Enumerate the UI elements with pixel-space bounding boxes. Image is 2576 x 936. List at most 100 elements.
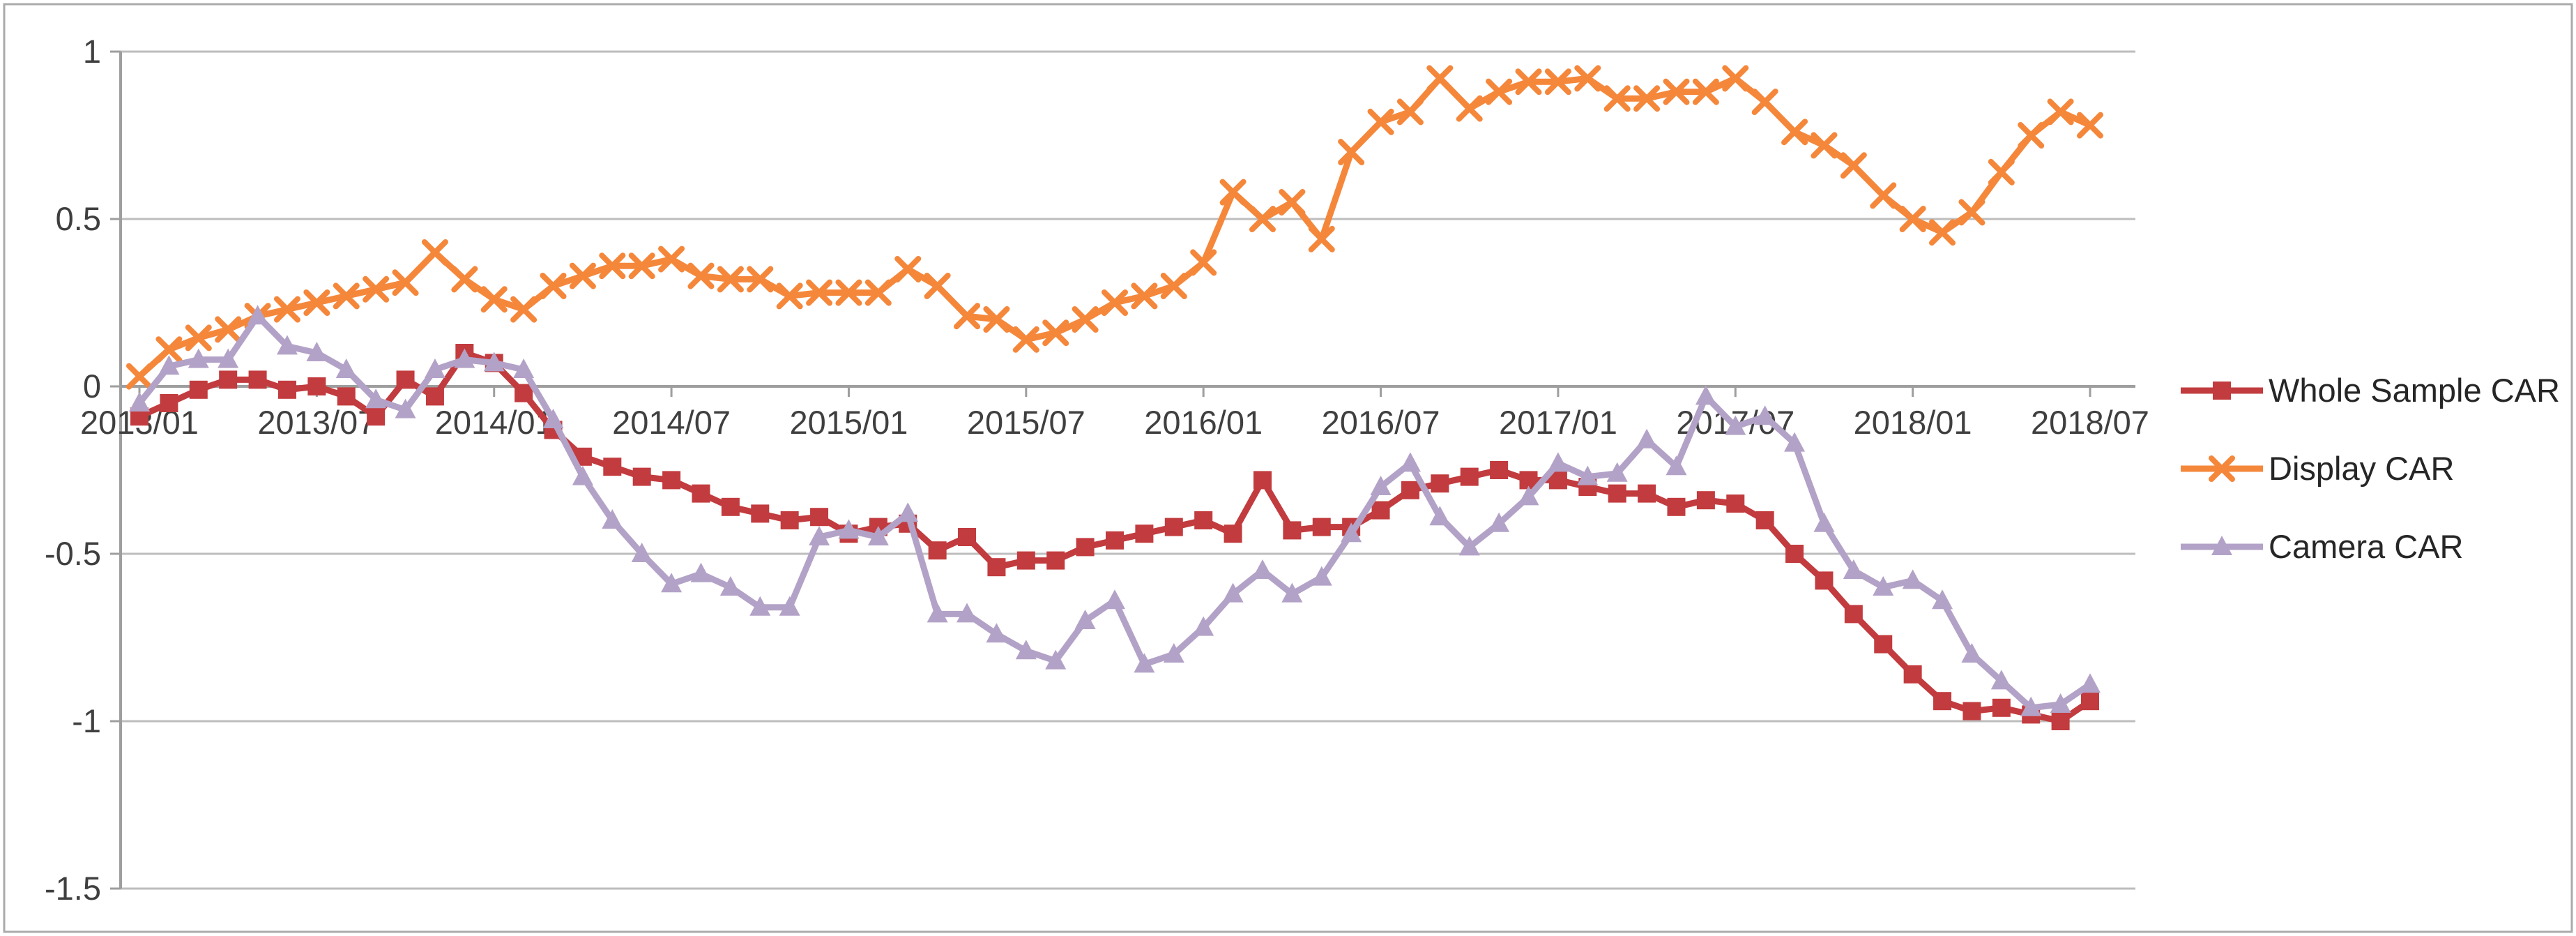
x-marker bbox=[1692, 78, 1719, 105]
triangle-marker bbox=[719, 576, 741, 596]
triangle-marker bbox=[1341, 522, 1362, 543]
triangle-marker bbox=[365, 388, 387, 409]
x-tick-label: 2016/07 bbox=[1322, 404, 1440, 441]
x-tick-label: 2016/01 bbox=[1144, 404, 1263, 441]
square-marker bbox=[337, 387, 356, 406]
x-tick-label: 2014/07 bbox=[612, 404, 731, 441]
x-marker bbox=[1160, 273, 1187, 299]
square-marker bbox=[1431, 474, 1449, 493]
triangle-marker bbox=[454, 348, 475, 368]
triangle-marker bbox=[572, 465, 593, 485]
x-marker bbox=[392, 269, 419, 296]
series-display-car bbox=[126, 65, 2103, 390]
square-marker bbox=[603, 458, 622, 476]
triangle-marker bbox=[986, 623, 1007, 643]
x-marker bbox=[717, 266, 744, 293]
x-marker bbox=[747, 266, 774, 293]
triangle-marker bbox=[1577, 465, 1599, 485]
triangle-marker bbox=[749, 596, 771, 616]
x-tick-label: 2018/01 bbox=[1854, 404, 1972, 441]
x-marker bbox=[480, 286, 508, 313]
triangle-marker bbox=[1193, 616, 1214, 636]
x-marker bbox=[1811, 132, 1838, 159]
series-camera-car bbox=[129, 305, 2101, 716]
legend: Whole Sample CAR Display CAR Camera CAR bbox=[2181, 372, 2560, 565]
triangle-marker bbox=[1488, 512, 1510, 532]
legend-item: Camera CAR bbox=[2181, 528, 2463, 565]
triangle-marker bbox=[542, 409, 564, 428]
triangle-marker bbox=[1754, 405, 1776, 425]
legend-item: Whole Sample CAR bbox=[2181, 372, 2560, 409]
x-tick-label: 2015/01 bbox=[790, 404, 908, 441]
square-marker bbox=[1726, 495, 1745, 513]
x-marker bbox=[1929, 219, 1956, 246]
x-marker bbox=[1840, 152, 1867, 179]
square-marker bbox=[1283, 521, 1302, 540]
x-marker bbox=[1544, 68, 1571, 96]
x-marker bbox=[1249, 206, 1276, 232]
x-marker bbox=[1338, 139, 1365, 165]
x-marker bbox=[1958, 199, 1986, 226]
triangle-marker bbox=[1636, 428, 1658, 448]
x-marker bbox=[924, 273, 951, 299]
x-marker bbox=[1012, 326, 1039, 353]
triangle-marker bbox=[1045, 649, 1067, 670]
x-marker bbox=[2047, 98, 2074, 126]
triangle-marker bbox=[1666, 455, 1687, 476]
triangle-marker bbox=[602, 509, 623, 529]
x-marker bbox=[1663, 78, 1690, 105]
triangle-marker bbox=[276, 335, 298, 355]
triangle-marker bbox=[1932, 589, 1953, 610]
x-marker bbox=[894, 256, 922, 282]
square-marker bbox=[515, 384, 533, 402]
triangle-marker bbox=[809, 526, 830, 545]
x-marker bbox=[864, 279, 892, 306]
triangle-marker bbox=[1015, 640, 1037, 660]
square-marker bbox=[1106, 531, 1124, 550]
triangle-marker bbox=[2080, 673, 2101, 693]
x-marker bbox=[1367, 108, 1394, 135]
triangle-marker bbox=[2050, 693, 2071, 713]
triangle-marker bbox=[513, 358, 535, 378]
square-marker bbox=[810, 508, 829, 527]
x-marker bbox=[569, 262, 596, 289]
x-marker bbox=[1190, 249, 1217, 276]
x-marker bbox=[2018, 122, 2045, 149]
triangle-marker bbox=[1399, 452, 1421, 472]
x-marker bbox=[1396, 98, 1424, 126]
x-marker bbox=[126, 363, 153, 390]
legend-item-label: Camera CAR bbox=[2269, 528, 2463, 565]
y-tick-label: 1 bbox=[83, 33, 101, 70]
triangle-marker bbox=[395, 398, 416, 418]
triangle-marker bbox=[838, 519, 860, 539]
triangle-marker bbox=[1961, 643, 1983, 663]
square-marker bbox=[160, 394, 178, 412]
triangle-marker bbox=[1370, 476, 1392, 495]
square-marker bbox=[1401, 481, 1419, 499]
square-marker bbox=[1785, 545, 1804, 563]
square-marker bbox=[1755, 511, 1774, 529]
x-marker bbox=[1633, 85, 1661, 112]
triangle-marker bbox=[1429, 506, 1451, 526]
square-marker bbox=[1992, 698, 2011, 717]
triangle-marker bbox=[1606, 462, 1628, 482]
triangle-marker bbox=[1311, 566, 1332, 586]
triangle-marker bbox=[1104, 589, 1125, 610]
square-marker bbox=[1608, 484, 1626, 503]
square-marker bbox=[1135, 524, 1154, 543]
triangle-marker bbox=[129, 392, 150, 412]
square-marker bbox=[1874, 635, 1893, 654]
triangle-marker bbox=[1518, 485, 1539, 506]
triangle-marker bbox=[2211, 536, 2232, 555]
x-marker bbox=[510, 296, 538, 323]
triangle-marker bbox=[1134, 653, 1155, 673]
square-marker bbox=[277, 380, 296, 399]
x-marker bbox=[333, 282, 360, 310]
triangle-marker bbox=[424, 358, 445, 378]
triangle-marker bbox=[1074, 610, 1096, 629]
square-marker bbox=[1963, 702, 1981, 720]
triangle-marker bbox=[2020, 696, 2042, 716]
triangle-marker bbox=[927, 603, 948, 623]
square-marker bbox=[2213, 382, 2231, 400]
